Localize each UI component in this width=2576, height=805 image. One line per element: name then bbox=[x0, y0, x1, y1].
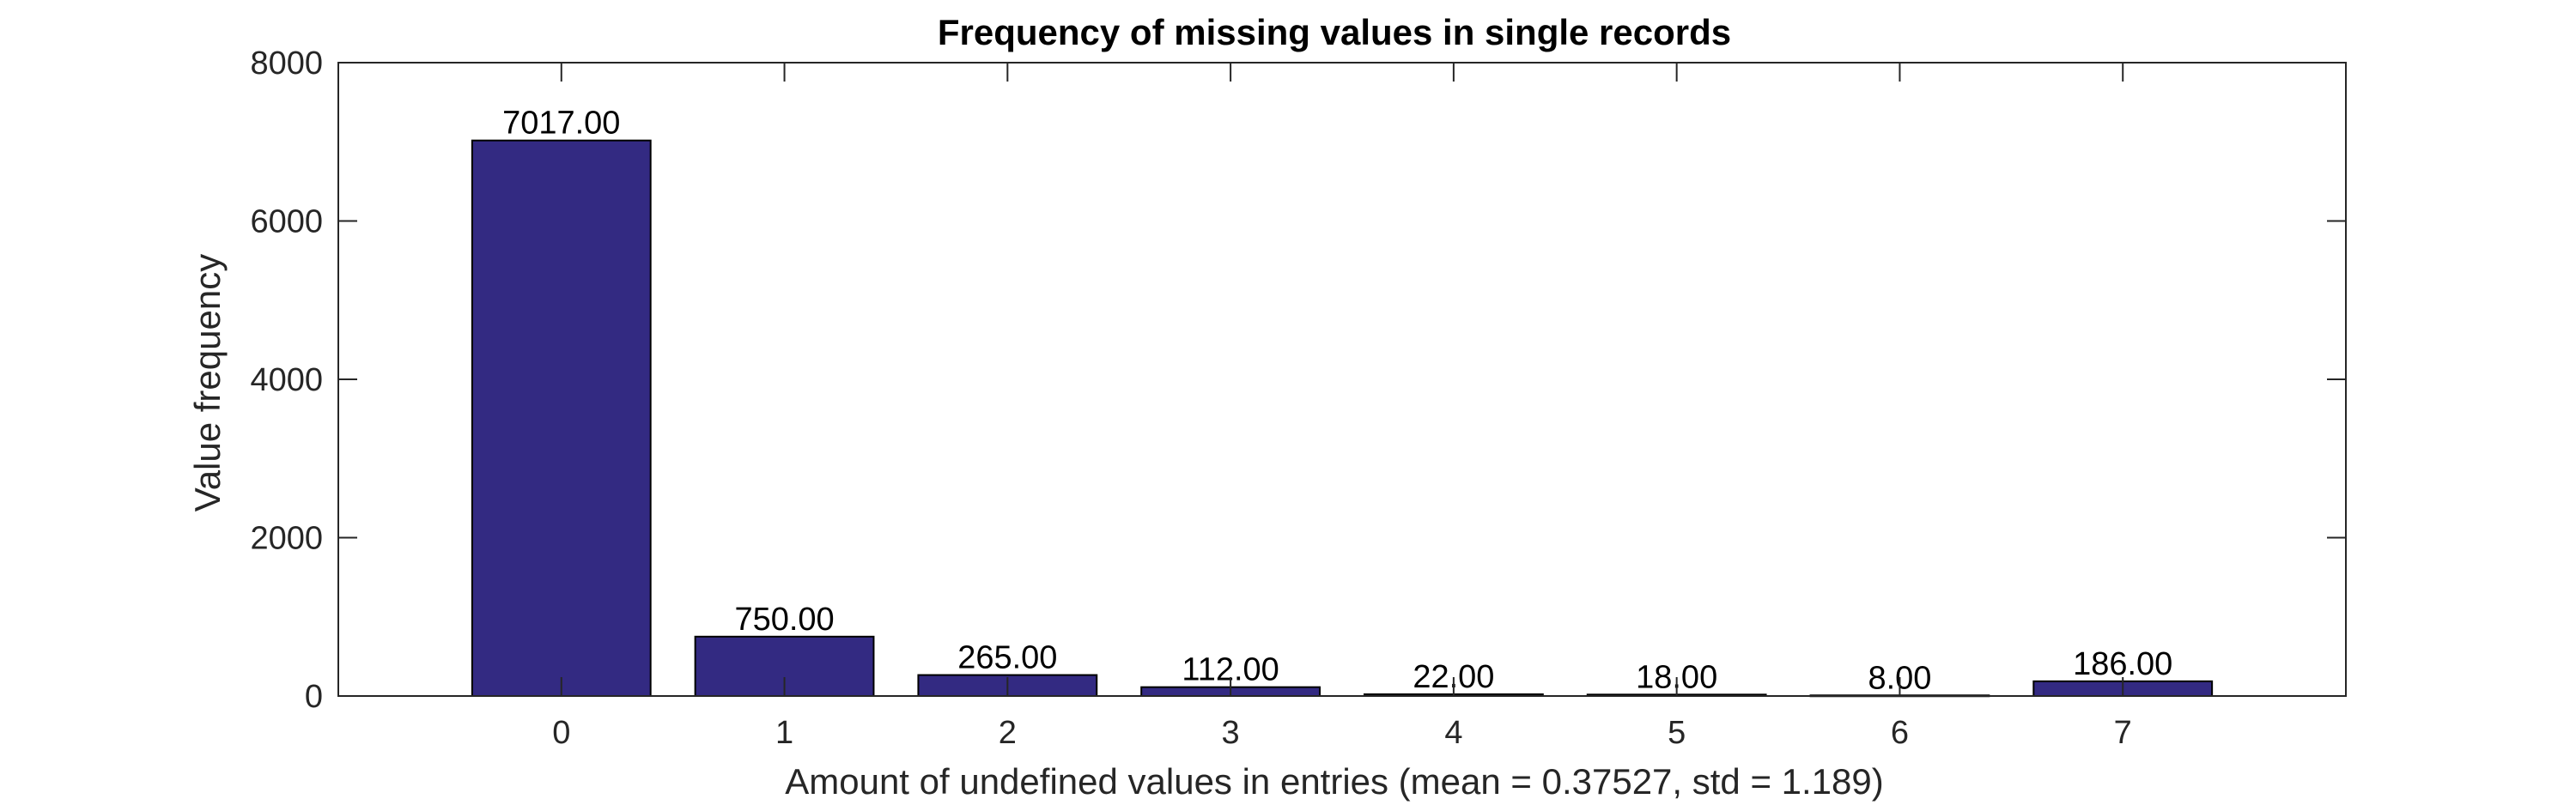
y-axis-label: Value frequency bbox=[187, 254, 228, 511]
y-tick-label-8000: 8000 bbox=[250, 45, 323, 82]
data-label-2: 265.00 bbox=[957, 640, 1057, 676]
chart-title: Frequency of missing values in single re… bbox=[938, 12, 1731, 52]
y-tick-label-2000: 2000 bbox=[250, 521, 323, 557]
data-label-7: 186.00 bbox=[2073, 646, 2172, 682]
x-axis-label: Amount of undefined values in entries (m… bbox=[785, 761, 1884, 802]
x-tick-label-7: 7 bbox=[2114, 715, 2132, 751]
x-tick-label-1: 1 bbox=[775, 715, 793, 751]
y-axis-tick-labels: 0 2000 4000 6000 8000 bbox=[250, 45, 323, 715]
x-tick-label-2: 2 bbox=[999, 715, 1017, 751]
bar-0 bbox=[471, 139, 652, 697]
x-axis-ticks bbox=[560, 63, 2124, 696]
y-axis-ticks bbox=[338, 62, 2346, 697]
data-label-1: 750.00 bbox=[734, 602, 834, 638]
x-tick-label-4: 4 bbox=[1444, 715, 1462, 751]
x-tick-label-5: 5 bbox=[1668, 715, 1686, 751]
y-tick-label-4000: 4000 bbox=[250, 362, 323, 398]
x-tick-label-6: 6 bbox=[1891, 715, 1909, 751]
x-tick-label-3: 3 bbox=[1222, 715, 1240, 751]
y-tick-label-0: 0 bbox=[305, 679, 323, 715]
x-axis-tick-labels: 0 1 2 3 4 5 6 7 bbox=[552, 715, 2132, 751]
plot-area bbox=[338, 63, 2346, 696]
data-label-0: 7017.00 bbox=[502, 106, 620, 142]
y-tick-label-6000: 6000 bbox=[250, 204, 323, 240]
x-tick-label-0: 0 bbox=[552, 715, 570, 751]
